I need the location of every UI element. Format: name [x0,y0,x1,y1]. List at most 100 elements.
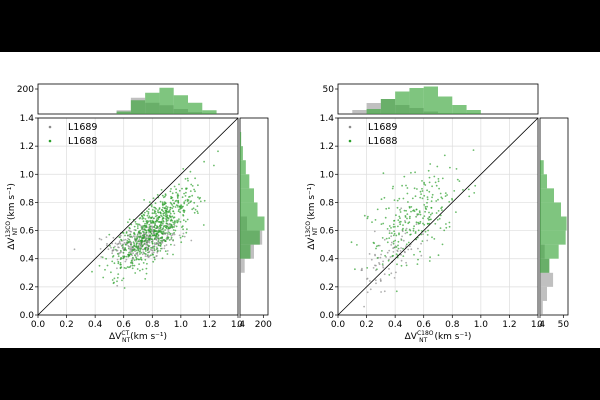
scatter-point-L1688 [136,247,139,250]
x-tick-label: 0.8 [445,320,460,330]
scatter-point-L1688 [150,232,153,235]
scatter-point-L1689 [100,256,103,258]
scatter-point-L1688 [392,234,395,237]
scatter-point-L1688 [110,271,112,274]
scatter-point-L1688 [161,228,163,231]
scatter-point-L1688 [108,233,111,236]
scatter-point-L1688 [145,226,148,229]
right-hist-bar-L1688 [540,174,547,189]
scatter-point-L1688 [169,190,172,193]
scatter-point-L1688 [170,236,173,239]
scatter-point-L1688 [413,253,415,256]
scatter-point-L1689 [171,233,174,236]
scatter-point-L1688 [152,220,155,223]
scatter-point-L1689 [127,229,130,232]
scatter-point-L1688 [139,248,142,251]
scatter-point-L1689 [369,280,371,282]
scatter-point-L1689 [374,279,377,282]
right-hist-bar-L1688 [240,244,251,259]
scatter-point-L1688 [173,223,175,226]
scatter-point-L1688 [140,243,143,246]
scatter-point-L1689 [173,244,176,247]
scatter-point-L1689 [124,238,127,241]
scatter-point-L1688 [165,210,168,213]
scatter-point-L1688 [145,272,148,275]
scatter-point-L1688 [117,260,120,263]
x-tick-label: 0.2 [59,320,73,330]
scatter-point-L1688 [133,244,136,247]
right-hist-bar-L1688 [240,188,254,203]
right-hist-tick-label: 0 [237,320,243,330]
scatter-point-L1688 [127,221,129,224]
scatter-point-L1688 [435,200,438,202]
scatter-point-L1688 [397,219,400,222]
scatter-point-L1688 [152,260,155,263]
scatter-point-L1688 [445,223,447,225]
scatter-point-L1688 [174,206,177,208]
y-tick-label: 1.4 [320,114,335,124]
scatter-point-L1688 [383,196,386,199]
y-axis-label: ΔV13CONT(km s⁻¹) [5,183,19,250]
scatter-point-L1689 [404,232,407,235]
scatter-point-L1688 [186,177,189,180]
scatter-point-L1688 [181,235,184,238]
scatter-point-L1688 [416,188,418,190]
scatter-point-L1688 [410,233,412,236]
scatter-point-L1688 [153,247,156,250]
scatter-point-L1688 [116,252,119,255]
scatter-point-L1689 [117,246,119,249]
scatter-point-L1688 [136,225,139,227]
top-hist-bar-L1688 [423,86,438,114]
scatter-point-L1688 [173,226,176,228]
scatter-point-L1689 [153,232,156,235]
scatter-point-L1688 [159,223,162,226]
scatter-point-L1688 [183,202,186,205]
scatter-point-L1689 [379,280,382,282]
scatter-point-L1688 [392,240,395,243]
scatter-point-L1688 [199,200,202,203]
scatter-point-L1688 [170,195,173,198]
scatter-point-L1688 [105,257,107,260]
scatter-point-L1688 [161,201,164,204]
scatter-point-L1688 [367,215,369,218]
scatter-point-L1688 [168,210,171,212]
scatter-point-L1689 [114,242,117,245]
scatter-point-L1689 [370,258,373,261]
scatter-point-L1688 [138,250,141,253]
scatter-point-L1688 [157,231,160,234]
right-hist-bar-L1688 [240,146,243,161]
top-hist-tick-label: 200 [17,85,34,95]
scatter-point-L1688 [196,205,199,208]
scatter-point-L1688 [165,238,168,240]
scatter-point-L1688 [136,237,139,240]
scatter-point-L1688 [147,247,150,250]
scatter-point-L1689 [166,250,169,252]
chart-panel-left: 0.0 0.2 0.4 0.6 0.8 1.0 1.2 1.4 0.0 0.2 0.4 0.6 0.8 1… [5,83,272,344]
figure-canvas: 0.0 0.2 0.4 0.6 0.8 1.0 1.2 1.4 0.0 0.2 0.4 0.6 0.8 1… [0,52,600,348]
scatter-point-L1688 [456,178,459,181]
scatter-point-L1688 [426,234,429,236]
scatter-point-L1688 [170,243,172,246]
scatter-point-L1688 [144,278,147,280]
scatter-point-L1689 [163,245,166,247]
scatter-point-L1688 [180,241,183,244]
scatter-point-L1688 [395,234,398,237]
right-hist-bar-L1689 [240,258,245,273]
scatter-point-L1688 [396,199,399,202]
scatter-point-L1688 [151,209,154,211]
scatter-point-L1688 [194,177,197,180]
scatter-point-L1688 [128,253,131,256]
scatter-point-L1688 [123,256,125,259]
scatter-point-L1688 [129,233,132,236]
scatter-point-L1688 [117,273,120,275]
scatter-point-L1689 [388,229,391,232]
x-tick-label: 1.4 [231,320,246,330]
scatter-point-L1688 [148,201,151,204]
one-to-one-line [37,117,239,316]
scatter-point-L1689 [173,233,176,236]
scatter-point-L1688 [144,226,147,229]
scatter-point-L1688 [467,188,470,191]
scatter-point-L1688 [179,207,182,210]
scatter-point-L1688 [162,222,164,225]
scatter-point-L1689 [361,267,363,270]
